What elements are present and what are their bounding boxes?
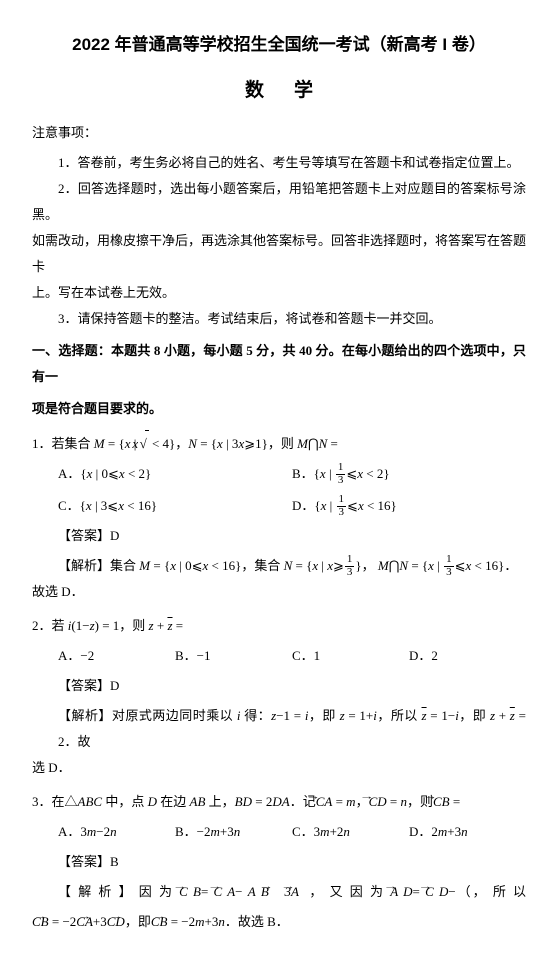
q1-opt-c: C．{x | 3⩽x < 16}	[58, 493, 292, 519]
notice-1: 1．答卷前，考生务必将自己的姓名、考生号等填写在答题卡和试卷指定位置上。	[32, 150, 526, 176]
q3-opt-c: C．3m+2n	[292, 819, 409, 845]
q2-opt-c: C．1	[292, 643, 409, 669]
q2-options: A．−2 B．−1 C．1 D．2	[32, 643, 526, 669]
exam-title-main: 2022 年普通高等学校招生全国统一考试（新高考 I 卷）	[32, 28, 526, 62]
q2-opt-a: A．−2	[58, 643, 175, 669]
q1-opt-d: D．{x | 13⩽x < 16}	[292, 493, 526, 519]
q3-opt-b: B．−2m+3n	[175, 819, 292, 845]
q1-opt-a: A．{x | 0⩽x < 2}	[58, 461, 292, 487]
notice-head: 注意事项：	[32, 120, 526, 146]
q3-stem: 3．在△ABC 中，点 D 在边 AB 上，BD = 2DA．记CA = m，C…	[32, 789, 526, 815]
notice-2a: 2．回答选择题时，选出每小题答案后，用铅笔把答题卡上对应题目的答案标号涂黑。	[32, 176, 526, 228]
q3-options: A．3m−2n B．−2m+3n C．3m+2n D．2m+3n	[32, 819, 526, 845]
q1-end: 故选 D．	[32, 579, 526, 605]
q2-opt-d: D．2	[409, 643, 526, 669]
q2-answer: 【答案】D	[32, 673, 526, 699]
notice-3: 3．请保持答题卡的整洁。考试结束后，将试卷和答题卡一并交回。	[32, 306, 526, 332]
notice-2c: 上。写在本试卷上无效。	[32, 280, 526, 306]
section-1a: 一、选择题：本题共 8 小题，每小题 5 分，共 40 分。在每小题给出的四个选…	[32, 338, 526, 390]
q3-answer: 【答案】B	[32, 849, 526, 875]
q2-explain: 【解析】对原式两边同时乘以 i 得：z−1 = i，即 z = 1+i，所以 z…	[32, 703, 526, 755]
question-2: 2．若 i(1−z) = 1，则 z + z = A．−2 B．−1 C．1 D…	[32, 613, 526, 781]
exam-title-sub: 数学	[32, 72, 526, 110]
q1-explain: 【解析】集合 M = {x | 0⩽x < 16}，集合 N = {x | x⩾…	[32, 553, 526, 579]
q2-opt-b: B．−1	[175, 643, 292, 669]
q1-opt-b: B．{x | 13⩽x < 2}	[292, 461, 526, 487]
q1-options: A．{x | 0⩽x < 2} B．{x | 13⩽x < 2} C．{x | …	[32, 461, 526, 519]
q3-explain: 【 解 析 】 因 为 C B= C A− A B 3A ， 又 因 为 A D…	[32, 879, 526, 905]
q3-end: CB = −2CA+3CD，即CB = −2m+3n．故选 B．	[32, 909, 526, 935]
q3-opt-d: D．2m+3n	[409, 819, 526, 845]
notice-2b: 如需改动，用橡皮擦干净后，再选涂其他答案标号。回答非选择题时，将答案写在答题卡	[32, 228, 526, 280]
q3-opt-a: A．3m−2n	[58, 819, 175, 845]
q2-stem: 2．若 i(1−z) = 1，则 z + z =	[32, 613, 526, 639]
q1-answer: 【答案】D	[32, 523, 526, 549]
section-1b: 项是符合题目要求的。	[32, 396, 526, 422]
question-3: 3．在△ABC 中，点 D 在边 AB 上，BD = 2DA．记CA = m，C…	[32, 789, 526, 935]
question-1: 1．若集合 M = {x | √x < 4}，N = {x | 3x⩾1}，则 …	[32, 430, 526, 605]
q2-end: 选 D．	[32, 755, 526, 781]
q1-stem: 1．若集合 M = {x | √x < 4}，N = {x | 3x⩾1}，则 …	[32, 430, 526, 457]
